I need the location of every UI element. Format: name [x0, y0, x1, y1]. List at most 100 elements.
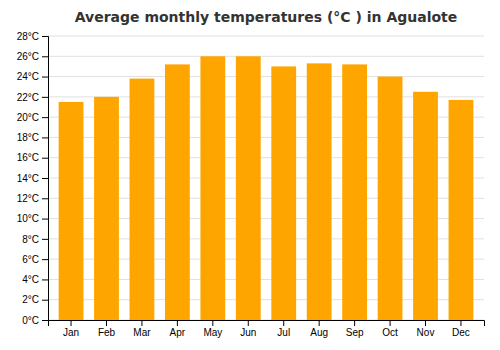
- tick: 28°C: [17, 31, 48, 42]
- tick: 24°C: [17, 71, 48, 82]
- tick-mark: [390, 320, 391, 326]
- tick: Sep: [346, 320, 364, 338]
- tick-mark: [42, 36, 48, 37]
- tick-label: Mar: [133, 327, 151, 338]
- tick: 22°C: [17, 92, 48, 103]
- bar: [200, 56, 225, 320]
- bars: [59, 56, 474, 320]
- tick-mark: [42, 219, 48, 220]
- axis-line: [49, 321, 485, 327]
- tick-label: Jun: [240, 327, 256, 338]
- tick: 20°C: [17, 112, 48, 123]
- tick: 8°C: [22, 234, 48, 245]
- tick-label: 24°C: [17, 71, 39, 82]
- tick-label: Dec: [452, 327, 470, 338]
- tick-mark: [354, 320, 355, 326]
- tick-label: 26°C: [17, 51, 39, 62]
- tick: Jan: [63, 320, 79, 338]
- tick-label: 2°C: [22, 294, 39, 305]
- tick-mark: [42, 178, 48, 179]
- tick-label: 10°C: [17, 213, 39, 224]
- tick-label: Apr: [170, 327, 186, 338]
- tick-mark: [42, 77, 48, 78]
- tick-label: Nov: [417, 327, 435, 338]
- bar: [449, 100, 474, 320]
- tick: 4°C: [22, 274, 48, 285]
- tick-mark: [319, 320, 320, 326]
- tick-label: 8°C: [22, 234, 39, 245]
- tick-label: Jan: [63, 327, 79, 338]
- tick-mark: [42, 117, 48, 118]
- tick: Apr: [170, 320, 186, 338]
- tick-mark: [283, 320, 284, 326]
- bar: [271, 66, 296, 320]
- tick-label: 12°C: [17, 193, 39, 204]
- tick-mark: [42, 158, 48, 159]
- title: Average monthly temperatures (°C ) in Ag…: [75, 9, 458, 25]
- tick-mark: [42, 259, 48, 260]
- tick: Oct: [382, 320, 398, 338]
- tick: 0°C: [22, 315, 48, 326]
- tick: 12°C: [17, 193, 48, 204]
- tick: 26°C: [17, 51, 48, 62]
- tick-mark: [141, 320, 142, 326]
- tick: 16°C: [17, 152, 48, 163]
- tick: Jul: [277, 320, 290, 338]
- tick: Feb: [98, 320, 116, 338]
- tick: Nov: [417, 320, 435, 338]
- tick-label: Jul: [277, 327, 290, 338]
- bar: [378, 77, 403, 320]
- tick-label: 22°C: [17, 92, 39, 103]
- y-axis: 0°C 2°C 4°C 6°C 8°C 10°C 12°C 14°C 16°C 18°C 20°C 2…: [17, 31, 49, 326]
- tick-label: 4°C: [22, 274, 39, 285]
- tick-mark: [42, 198, 48, 199]
- bar: [94, 97, 119, 320]
- tick-label: Oct: [382, 327, 398, 338]
- bar: [342, 64, 367, 320]
- tick-label: Aug: [310, 327, 328, 338]
- tick-label: 20°C: [17, 112, 39, 123]
- bar: [307, 63, 332, 320]
- tick-mark: [42, 300, 48, 301]
- tick-mark: [71, 320, 72, 326]
- tick-mark: [212, 320, 213, 326]
- tick-mark: [248, 320, 249, 326]
- tick-label: 14°C: [17, 173, 39, 184]
- tick: 18°C: [17, 132, 48, 143]
- tick-mark: [42, 137, 48, 138]
- tick-mark: [460, 320, 461, 326]
- tick: Jun: [240, 320, 256, 338]
- tick: 6°C: [22, 254, 48, 265]
- tick-mark: [42, 239, 48, 240]
- bar: [165, 64, 190, 320]
- tick-mark: [425, 320, 426, 326]
- bar: [236, 56, 261, 320]
- grid: [48, 36, 484, 320]
- tick: 14°C: [17, 173, 48, 184]
- bar: [413, 92, 438, 320]
- tick: May: [203, 320, 222, 338]
- bar: [59, 102, 84, 320]
- tick-label: 0°C: [22, 315, 39, 326]
- tick: Aug: [310, 320, 328, 338]
- tick-mark: [42, 56, 48, 57]
- tick-label: 18°C: [17, 132, 39, 143]
- grid-line: [48, 76, 484, 77]
- bar: [130, 79, 155, 320]
- tick: Mar: [133, 320, 151, 338]
- x-axis: Jan Feb Mar Apr May Jun Jul Aug Sep Oct Nov Dec: [49, 320, 485, 338]
- axis-line: [42, 37, 49, 321]
- tick-mark: [42, 279, 48, 280]
- tick-label: 28°C: [17, 31, 39, 42]
- tick: Dec: [452, 320, 470, 338]
- tick-label: Feb: [98, 327, 116, 338]
- tick-mark: [177, 320, 178, 326]
- grid-line: [48, 56, 484, 57]
- tick-label: 6°C: [22, 254, 39, 265]
- tick-mark: [42, 97, 48, 98]
- tick: 2°C: [22, 294, 48, 305]
- tick-label: May: [203, 327, 222, 338]
- tick-mark: [42, 320, 48, 321]
- tick: 10°C: [17, 213, 48, 224]
- tick-mark: [106, 320, 107, 326]
